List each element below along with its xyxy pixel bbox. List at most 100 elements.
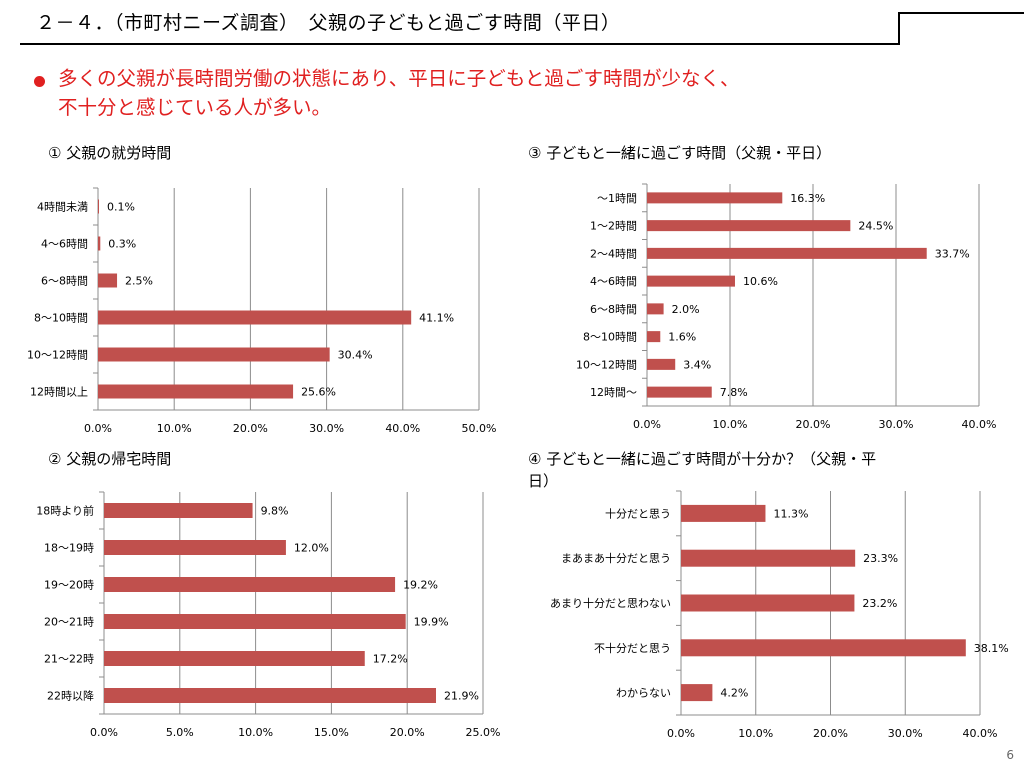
header-corner-decoration <box>898 12 1024 44</box>
value-label: 33.7% <box>935 247 970 260</box>
bar <box>647 192 783 204</box>
bar <box>104 688 437 703</box>
x-tick-label: 20.0% <box>796 418 831 431</box>
bar <box>681 504 766 522</box>
category-label: 21～22時 <box>44 653 94 666</box>
bar <box>681 549 856 567</box>
value-label: 3.4% <box>683 358 711 371</box>
category-label: 6～8時間 <box>41 275 88 288</box>
value-label: 11.3% <box>773 507 808 520</box>
chart-4-title-line-1: ④ 子どもと一緒に過ごす時間が十分か？（父親・平 <box>528 450 877 468</box>
value-label: 30.4% <box>338 349 373 362</box>
bar <box>647 303 664 315</box>
value-label: 41.1% <box>419 312 454 325</box>
category-label: 4時間未満 <box>37 201 88 214</box>
bar <box>104 577 396 592</box>
x-tick-label: 30.0% <box>879 418 914 431</box>
x-tick-label: 5.0% <box>166 726 194 739</box>
chart-2-title: ② 父親の帰宅時間 <box>48 450 172 468</box>
bar <box>681 639 966 657</box>
x-tick-label: 0.0% <box>84 422 112 435</box>
value-label: 10.6% <box>743 275 778 288</box>
header-rule <box>20 43 900 45</box>
bullet-dot-icon <box>34 76 45 87</box>
bar <box>98 384 294 399</box>
value-label: 1.6% <box>668 331 696 344</box>
value-label: 4.2% <box>720 687 748 700</box>
category-label: 19～20時 <box>44 579 94 592</box>
x-tick-label: 15.0% <box>314 726 349 739</box>
x-tick-label: 20.0% <box>813 727 848 740</box>
category-label: 8～10時間 <box>34 312 88 325</box>
page-number: 6 <box>1006 748 1014 762</box>
bar <box>98 199 99 214</box>
value-label: 17.2% <box>373 653 408 666</box>
bar <box>104 540 286 555</box>
value-label: 38.1% <box>974 642 1009 655</box>
value-label: 24.5% <box>858 220 893 233</box>
x-tick-label: 40.0% <box>963 727 998 740</box>
chart-3-time-with-children: 0.0% 10.0% 20.0% 30.0% 40.0% ～1時間 16.3% 1～2時間 24… <box>576 183 996 431</box>
x-tick-label: 10.0% <box>157 422 192 435</box>
category-label: 6～8時間 <box>590 303 637 316</box>
category-label: 20～21時 <box>44 616 94 629</box>
bar <box>681 594 855 612</box>
category-label: 12時間以上 <box>30 386 88 399</box>
bar <box>647 220 851 232</box>
x-tick-label: 10.0% <box>238 726 273 739</box>
x-tick-label: 20.0% <box>233 422 268 435</box>
chart-4-title: ④ 子どもと一緒に過ごす時間が十分か？（父親・平 日） <box>528 448 876 492</box>
chart-4-time-sufficiency: 0.0% 10.0% 20.0% 30.0% 40.0% 十分だと思う 11.3% まあまあ十… <box>550 490 1009 740</box>
bar <box>647 247 927 259</box>
value-label: 0.3% <box>108 238 136 251</box>
category-label: 18時より前 <box>36 504 94 518</box>
x-tick-label: 0.0% <box>90 726 118 739</box>
x-tick-label: 30.0% <box>888 727 923 740</box>
category-label: 12時間～ <box>590 386 637 399</box>
bar <box>104 614 406 629</box>
category-label: 4～6時間 <box>41 238 88 251</box>
bar <box>647 331 661 343</box>
value-label: 19.2% <box>403 579 438 592</box>
bar <box>98 236 101 251</box>
x-tick-label: 10.0% <box>713 418 748 431</box>
bar <box>98 310 412 325</box>
chart-3-title: ③ 子どもと一緒に過ごす時間（父親・平日） <box>528 144 832 162</box>
x-tick-label: 20.0% <box>390 726 425 739</box>
value-label: 19.9% <box>414 616 449 629</box>
category-label: 10～12時間 <box>576 358 637 371</box>
value-label: 23.3% <box>863 552 898 565</box>
bar <box>98 347 330 362</box>
chart-1-title: ① 父親の就労時間 <box>48 144 172 162</box>
bar <box>104 651 365 666</box>
value-label: 2.5% <box>125 275 153 288</box>
value-label: 16.3% <box>790 192 825 205</box>
x-tick-label: 0.0% <box>633 418 661 431</box>
category-label: 4～6時間 <box>590 275 637 288</box>
category-label: 不十分だと思う <box>594 641 671 655</box>
category-label: あまり十分だと思わない <box>550 596 671 610</box>
summary-line-2: 不十分と感じている人が多い。 <box>58 96 332 119</box>
chart-1-work-hours: 0.0% 10.0% 20.0% 30.0% 40.0% 50.0% 4時間未満 0.1% 4～… <box>27 187 497 435</box>
x-tick-label: 50.0% <box>462 422 497 435</box>
category-label: 2～4時間 <box>590 247 637 260</box>
category-label: 8～10時間 <box>583 331 637 344</box>
bar <box>647 358 676 370</box>
value-label: 23.2% <box>862 597 897 610</box>
category-label: 18～19時 <box>44 542 94 555</box>
category-label: 10～12時間 <box>27 349 88 362</box>
value-label: 12.0% <box>294 542 329 555</box>
bar <box>98 273 118 288</box>
value-label: 9.8% <box>261 505 289 518</box>
category-label: 22時以降 <box>47 689 94 703</box>
category-label: 1～2時間 <box>590 220 637 233</box>
value-label: 21.9% <box>444 690 479 703</box>
bar <box>104 503 253 518</box>
chart-4-title-line-2: 日） <box>528 472 559 490</box>
category-label: まあまあ十分だと思う <box>561 551 671 565</box>
bar <box>647 386 712 398</box>
x-tick-label: 25.0% <box>466 726 501 739</box>
category-label: わからない <box>616 687 671 700</box>
value-label: 7.8% <box>720 386 748 399</box>
category-label: ～1時間 <box>597 192 637 205</box>
